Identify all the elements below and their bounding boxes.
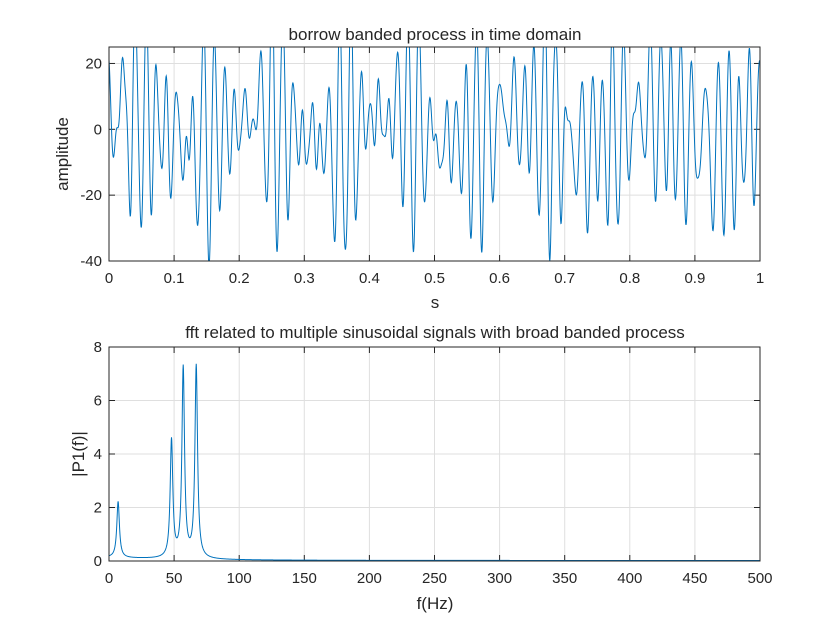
time-plot-ytick-label: -40 <box>80 253 102 270</box>
fft-plot-ylabel: |P1(f)| <box>69 431 88 477</box>
time-plot-xlabel: s <box>431 293 440 312</box>
time-plot-xtick-label: 0.4 <box>359 270 380 287</box>
time-plot-xtick-label: 0.6 <box>489 270 510 287</box>
fft-plot-ytick-label: 4 <box>94 446 102 463</box>
time-plot-xtick-label: 0 <box>105 270 113 287</box>
fft-plot: 0 50 100 150 200 250 300 350 400 450 500 0 2 4 6 8 fft r… <box>69 323 773 613</box>
time-plot-xtick-label: 0.9 <box>684 270 705 287</box>
fft-plot-xtick-label: 350 <box>552 570 577 587</box>
time-plot-axes-frame <box>108 46 761 262</box>
fft-plot-xtick-label: 150 <box>292 570 317 587</box>
fft-plot-ytick-label: 2 <box>94 500 102 517</box>
time-plot-xtick-label: 0.7 <box>554 270 575 287</box>
time-plot-xtick-label: 0.3 <box>294 270 315 287</box>
time-domain-plot: 0 0.1 0.2 0.3 0.4 0.5 0.6 0.7 0.8 0.9 1 -40 -20 0 20 bo… <box>53 25 764 312</box>
fft-plot-ytick-label: 0 <box>94 553 102 570</box>
time-plot-xtick-label: 0.5 <box>424 270 445 287</box>
time-plot-xtick-label: 0.8 <box>619 270 640 287</box>
fft-spectrum-line <box>108 363 760 561</box>
fft-plot-ticks: 0 50 100 150 200 250 300 350 400 450 500 0 2 4 6 8 <box>94 339 773 587</box>
fft-plot-xtick-label: 500 <box>747 570 772 587</box>
fft-plot-xtick-label: 200 <box>357 570 382 587</box>
time-plot-ytick-label: -20 <box>80 187 102 204</box>
fft-plot-xtick-label: 100 <box>227 570 252 587</box>
fft-plot-xtick-label: 450 <box>682 570 707 587</box>
time-plot-xtick-label: 0.1 <box>164 270 185 287</box>
time-plot-ytick-label: 20 <box>85 55 102 72</box>
fft-plot-xtick-label: 50 <box>166 570 183 587</box>
fft-plot-ytick-label: 8 <box>94 339 102 356</box>
time-plot-ytick-label: 0 <box>94 121 102 138</box>
fft-plot-xtick-label: 0 <box>105 570 113 587</box>
fft-plot-ytick-label: 6 <box>94 393 102 410</box>
fft-plot-xtick-label: 300 <box>487 570 512 587</box>
time-plot-xtick-label: 1 <box>756 270 764 287</box>
time-plot-xtick-label: 0.2 <box>229 270 250 287</box>
time-signal-line <box>109 47 760 261</box>
fft-plot-xtick-label: 250 <box>422 570 447 587</box>
fft-plot-xlabel: f(Hz) <box>417 594 454 613</box>
fft-plot-title: fft related to multiple sinusoidal signa… <box>185 323 685 342</box>
time-plot-title: borrow banded process in time domain <box>289 25 582 44</box>
fft-plot-xtick-label: 400 <box>617 570 642 587</box>
fft-plot-axes-frame <box>108 346 761 562</box>
time-plot-ylabel: amplitude <box>53 117 72 191</box>
time-plot-ticks: 0 0.1 0.2 0.3 0.4 0.5 0.6 0.7 0.8 0.9 1 -40 -20 0 20 <box>80 47 764 287</box>
